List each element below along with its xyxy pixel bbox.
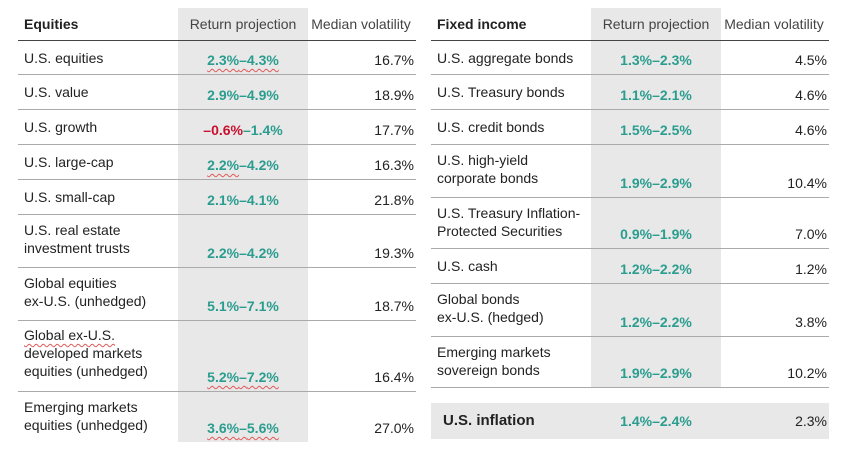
median-volatility-header: Median volatility	[311, 16, 411, 32]
equities-table: Equities Return projection Median volati…	[18, 8, 416, 442]
return-range: 2.2% –4.2%	[178, 215, 308, 267]
return-range: 3.6%–5.6%	[178, 392, 308, 442]
return-range: 2.1% –4.1%	[178, 180, 308, 214]
volatility-value: 18.7%	[374, 298, 414, 314]
asset-name: U.S. aggregate bonds	[437, 49, 574, 66]
volatility-value: 4.6%	[795, 87, 827, 103]
table-row: U.S. high-yield corporate bonds 1.9% –2.9%…	[431, 145, 829, 198]
asset-name: Global bonds ex-U.S. (hedged)	[437, 291, 544, 325]
table-row: U.S. large-cap 2.2% –4.2% 16.3%	[18, 145, 416, 180]
return-range: 5.1% –7.1%	[178, 268, 308, 320]
return-range: 1.5% –2.5%	[591, 110, 721, 144]
return-range: –0.6% –1.4%	[178, 110, 308, 144]
return-projection-header: Return projection	[178, 8, 308, 40]
inflation-row: U.S. inflation 1.4% –2.4% 2.3%	[431, 403, 829, 439]
asset-name: U.S. small-cap	[24, 189, 116, 205]
volatility-value: 17.7%	[374, 122, 414, 138]
asset-name: Emerging markets sovereign bonds	[437, 344, 551, 378]
asset-name: U.S. real estate investment trusts	[24, 222, 130, 256]
asset-name: U.S. equities	[24, 49, 104, 66]
volatility-value: 16.3%	[374, 157, 414, 173]
volatility-value: 18.9%	[374, 87, 414, 103]
asset-name: Emerging markets equities (unhedged)	[24, 399, 148, 433]
spacer	[431, 388, 829, 403]
asset-name: U.S. cash	[437, 258, 498, 274]
equities-title: Equities	[24, 16, 79, 32]
return-range: 1.1% –2.1%	[591, 75, 721, 109]
volatility-value: 7.0%	[795, 226, 827, 242]
volatility-value: 16.7%	[374, 52, 414, 68]
return-range: 2.9% –4.9%	[178, 75, 308, 109]
table-row: U.S. small-cap 2.1% –4.1% 21.8%	[18, 180, 416, 215]
volatility-value: 19.3%	[374, 245, 414, 261]
return-range: 1.3% –2.3%	[591, 41, 721, 74]
volatility-value: 4.5%	[795, 52, 827, 68]
table-row: U.S. Treasury bonds 1.1% –2.1% 4.6%	[431, 75, 829, 110]
return-range: 2.3%–4.3%	[178, 41, 308, 74]
table-row: Global bonds ex-U.S. (hedged) 1.2% –2.2% 3…	[431, 284, 829, 337]
volatility-value: 10.2%	[787, 365, 827, 381]
equities-header-row: Equities Return projection Median volati…	[18, 8, 416, 41]
return-range: 0.9% –1.9%	[591, 198, 721, 248]
table-row: U.S. equities 2.3%–4.3% 16.7%	[18, 41, 416, 75]
return-range: 1.9% –2.9%	[591, 145, 721, 197]
volatility-value: 16.4%	[374, 369, 414, 385]
return-range: 2.2% –4.2%	[178, 145, 308, 179]
return-range: 1.2% –2.2%	[591, 249, 721, 283]
volatility-value: 1.2%	[795, 261, 827, 277]
table-row: U.S. cash 1.2% –2.2% 1.2%	[431, 249, 829, 284]
volatility-value: 10.4%	[787, 175, 827, 191]
asset-name: U.S. high-yield corporate bonds	[437, 152, 539, 186]
volatility-value: 27.0%	[374, 420, 414, 436]
return-range: 1.2% –2.2%	[591, 284, 721, 336]
asset-name: U.S. growth	[24, 119, 98, 135]
asset-name: Global ex-U.S. developed markets equities …	[24, 327, 148, 379]
fixed-income-title: Fixed income	[437, 16, 527, 32]
asset-name: U.S. credit bonds	[437, 119, 545, 135]
table-row: Global equities ex-U.S. (unhedged) 5.1% –7…	[18, 268, 416, 321]
table-row: Emerging markets equities (unhedged) 3.6%…	[18, 392, 416, 442]
return-range: 5.2%–7.2%	[178, 321, 308, 391]
inflation-return-range: 1.4% –2.4%	[591, 403, 721, 439]
return-projection-header: Return projection	[591, 8, 721, 40]
asset-name: U.S. value	[24, 84, 89, 100]
table-row: Global ex-U.S. developed markets equities …	[18, 321, 416, 392]
asset-name: U.S. Treasury Inflation- Protected Securi…	[437, 205, 581, 239]
return-range: 1.9% –2.9%	[591, 337, 721, 387]
asset-name: U.S. large-cap	[24, 154, 114, 170]
asset-name: Global equities ex-U.S. (unhedged)	[24, 275, 147, 309]
table-row: U.S. credit bonds 1.5% –2.5% 4.6%	[431, 110, 829, 145]
table-row: U.S. value 2.9% –4.9% 18.9%	[18, 75, 416, 110]
table-row: U.S. Treasury Inflation- Protected Securi…	[431, 198, 829, 249]
volatility-value: 4.6%	[795, 122, 827, 138]
table-row: U.S. aggregate bonds 1.3% –2.3% 4.5%	[431, 41, 829, 75]
volatility-value: 3.8%	[795, 314, 827, 330]
volatility-value: 21.8%	[374, 192, 414, 208]
inflation-volatility: 2.3%	[795, 413, 827, 429]
fixed-income-header-row: Fixed income Return projection Median vo…	[431, 8, 829, 41]
inflation-label: U.S. inflation	[443, 412, 535, 429]
median-volatility-header: Median volatility	[724, 16, 824, 32]
table-row: Emerging markets sovereign bonds 1.9% –2.9…	[431, 337, 829, 388]
table-row: U.S. growth –0.6% –1.4% 17.7%	[18, 110, 416, 145]
fixed-income-table: Fixed income Return projection Median vo…	[431, 8, 829, 439]
table-row: U.S. real estate investment trusts 2.2% –4…	[18, 215, 416, 268]
asset-name: U.S. Treasury bonds	[437, 84, 565, 100]
